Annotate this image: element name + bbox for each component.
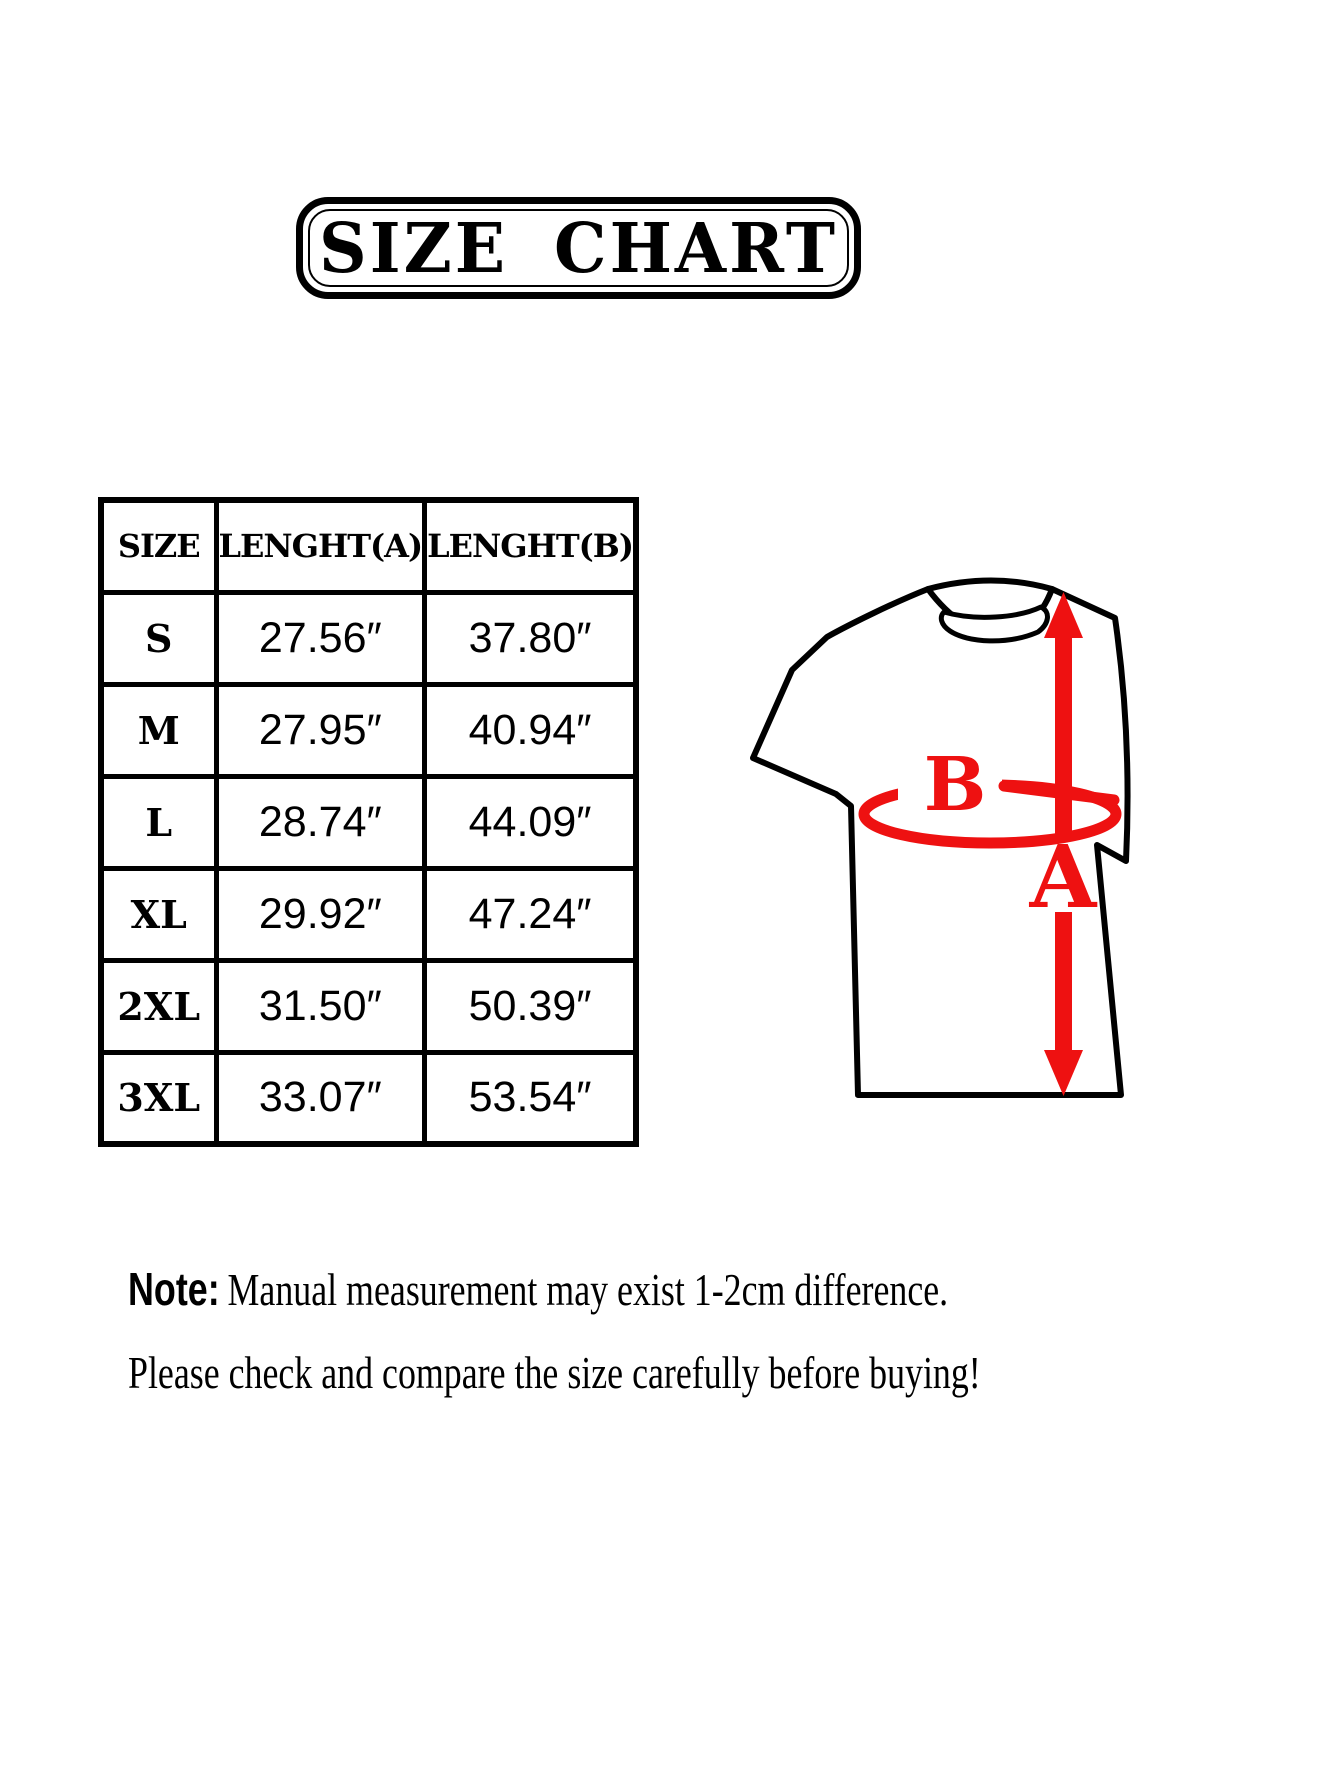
col-header-size: SIZE <box>98 497 219 595</box>
length-b-cell: 50.39″ <box>422 957 639 1055</box>
length-b-cell: 37.80″ <box>422 589 639 687</box>
length-b-cell: 40.94″ <box>422 681 639 779</box>
note-text-2: Please check and compare the size carefu… <box>128 1347 981 1398</box>
size-cell: L <box>98 773 219 871</box>
length-a-cell: 27.56″ <box>213 589 428 687</box>
label-a: A <box>1029 827 1098 928</box>
neck-opening <box>938 604 1050 644</box>
arrow-a-head-down <box>1044 1050 1083 1096</box>
size-table: SIZE LENGHT(A) LENGHT(B) S 27.56″ 37.80″… <box>98 497 639 1147</box>
label-b: B <box>924 742 987 828</box>
tshirt-diagram: B A <box>750 577 1131 1098</box>
arrow-a-head-up <box>1044 592 1083 638</box>
table-row: M 27.95″ 40.94″ <box>98 681 639 779</box>
length-b-cell: 53.54″ <box>422 1049 639 1147</box>
size-cell: 2XL <box>98 957 219 1055</box>
col-header-length-a: LENGHT(A) <box>213 497 428 595</box>
length-a-cell: 28.74″ <box>213 773 428 871</box>
length-a-cell: 29.92″ <box>213 865 428 963</box>
size-cell: XL <box>98 865 219 963</box>
length-b-cell: 44.09″ <box>422 773 639 871</box>
col-header-length-b: LENGHT(B) <box>422 497 639 595</box>
size-cell: 3XL <box>98 1049 219 1147</box>
ellipse-gap-mask <box>898 760 1002 806</box>
note-line-1: Note: Manual measurement may exist 1-2cm … <box>128 1262 948 1316</box>
note-line-2: Please check and compare the size carefu… <box>128 1346 981 1399</box>
table-row: L 28.74″ 44.09″ <box>98 773 639 871</box>
table-row: XL 29.92″ 47.24″ <box>98 865 639 963</box>
title-box: SIZE CHART <box>296 197 861 299</box>
note-text-1: Manual measurement may exist 1-2cm diffe… <box>227 1264 949 1315</box>
title-inner-border: SIZE CHART <box>308 207 849 289</box>
collar-back-line <box>925 577 1055 592</box>
size-cell: S <box>98 589 219 687</box>
note-prefix: Note: <box>128 1263 220 1315</box>
table-row: S 27.56″ 37.80″ <box>98 589 639 687</box>
arrow-a-bar-top <box>1055 630 1072 840</box>
table-row: 3XL 33.07″ 53.54″ <box>98 1049 639 1147</box>
table-header-row: SIZE LENGHT(A) LENGHT(B) <box>98 497 639 595</box>
size-cell: M <box>98 681 219 779</box>
page-title: SIZE CHART <box>319 207 838 289</box>
table-row: 2XL 31.50″ 50.39″ <box>98 957 639 1055</box>
length-a-cell: 27.95″ <box>213 681 428 779</box>
length-a-cell: 33.07″ <box>213 1049 428 1147</box>
length-b-cell: 47.24″ <box>422 865 639 963</box>
arrow-a-bar-bottom <box>1055 912 1072 1054</box>
length-a-cell: 31.50″ <box>213 957 428 1055</box>
